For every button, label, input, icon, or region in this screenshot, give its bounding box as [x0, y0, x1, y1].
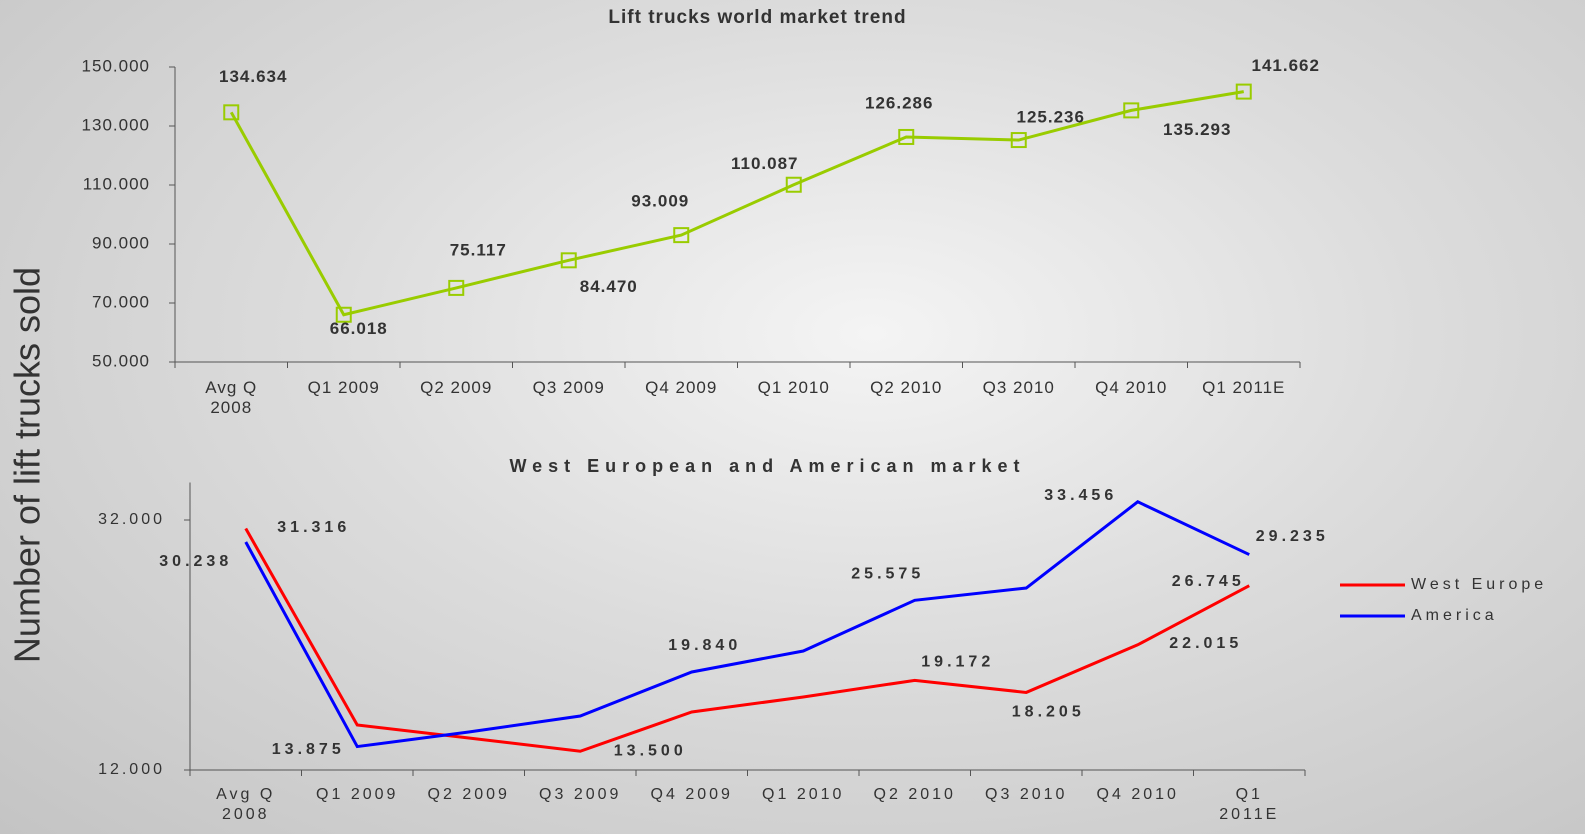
data-label: 135.293: [1163, 120, 1231, 139]
data-label: 33.456: [1044, 487, 1117, 504]
x-tick-label: Q3 2009: [539, 786, 622, 803]
x-tick-label: Avg Q 2008: [216, 786, 276, 823]
x-tick-label: Q2 2009: [420, 378, 493, 397]
data-label: 25.575: [851, 566, 924, 583]
y-tick-label: 32.000: [98, 511, 165, 528]
y-tick-label: 90.000: [92, 233, 150, 252]
data-label: 18.205: [1012, 704, 1085, 721]
x-tick-label: Q3 2010: [985, 786, 1068, 803]
marker: [898, 128, 915, 145]
data-label: 125.236: [1017, 108, 1085, 127]
series-line: [244, 500, 1250, 749]
data-label: 141.662: [1252, 56, 1320, 75]
marker: [1235, 83, 1252, 100]
chart-title: Lift trucks world market trend: [608, 7, 906, 28]
x-tick-label: Q2 2010: [870, 378, 943, 397]
y-tick-label: 70.000: [92, 292, 150, 311]
data-label: 22.015: [1169, 635, 1242, 652]
series-line: [244, 527, 1250, 753]
data-label: 110.087: [731, 154, 799, 173]
data-label: 93.009: [631, 192, 689, 211]
data-label: 30.238: [159, 553, 232, 570]
marker: [448, 279, 465, 296]
data-label: 126.286: [865, 93, 933, 112]
x-tick-label: Q4 2009: [645, 378, 718, 397]
data-label: 19.840: [668, 637, 741, 654]
x-tick-label: Q1 2011E: [1202, 378, 1286, 397]
y-tick-label: 150.000: [82, 56, 150, 75]
marker: [1123, 102, 1140, 119]
series-line: [229, 90, 1244, 317]
marker: [1010, 132, 1027, 149]
x-tick-label: Q3 2009: [532, 378, 605, 397]
marker: [223, 104, 240, 121]
legend-label: West Europe: [1411, 576, 1547, 593]
data-label: 84.470: [580, 277, 638, 296]
x-tick-label: Avg Q 2008: [205, 378, 258, 417]
x-tick-label: Q3 2010: [982, 378, 1055, 397]
data-label: 66.018: [330, 319, 388, 338]
data-label: 75.117: [450, 240, 507, 259]
y-axis-label: Number of lift trucks sold: [7, 267, 48, 663]
data-label: 31.316: [277, 519, 350, 536]
legend-label: America: [1411, 607, 1498, 624]
data-label: 134.634: [219, 67, 287, 86]
marker: [785, 176, 802, 193]
marker: [335, 306, 352, 323]
data-label: 19.172: [921, 654, 994, 671]
y-tick-label: 110.000: [83, 174, 150, 193]
x-tick-label: Q4 2010: [1095, 378, 1168, 397]
x-tick-label: Q1 2009: [316, 786, 399, 803]
marker: [673, 227, 690, 244]
data-label: 13.875: [272, 741, 345, 758]
marker: [560, 252, 577, 269]
x-tick-label: Q1 2010: [757, 378, 830, 397]
y-tick-label: 12.000: [98, 761, 165, 778]
data-label: 29.235: [1256, 528, 1329, 545]
x-tick-label: Q4 2009: [650, 786, 733, 803]
x-tick-label: Q1 2010: [762, 786, 845, 803]
x-tick-label: Q1 2011E: [1219, 786, 1280, 823]
chart-title: West European and American market: [509, 456, 1025, 476]
y-tick-label: 50.000: [92, 351, 150, 370]
x-tick-label: Q1 2009: [307, 378, 380, 397]
x-tick-label: Q2 2009: [427, 786, 510, 803]
x-tick-label: Q4 2010: [1096, 786, 1179, 803]
data-label: 13.500: [614, 742, 687, 759]
data-label: 26.745: [1172, 573, 1245, 590]
x-tick-label: Q2 2010: [873, 786, 956, 803]
y-tick-label: 130.000: [82, 115, 150, 134]
